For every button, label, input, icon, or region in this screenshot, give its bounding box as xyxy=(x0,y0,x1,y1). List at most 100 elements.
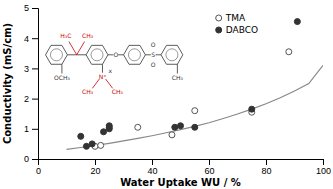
bond xyxy=(92,79,99,88)
x-tick-mark xyxy=(209,159,210,165)
legend: TMA DABCO xyxy=(216,13,258,35)
y-tick: 3 xyxy=(24,64,38,74)
point xyxy=(249,106,255,112)
y-axis-line xyxy=(32,9,39,160)
point xyxy=(172,124,178,130)
ring xyxy=(124,45,146,64)
x-tick-label: 60 xyxy=(204,166,214,176)
y-tick-label: 0 xyxy=(24,154,29,164)
legend-item: TMA xyxy=(216,13,246,23)
ring-inner xyxy=(166,49,178,61)
bond xyxy=(67,54,76,55)
data xyxy=(67,19,324,150)
y-tick-mark xyxy=(32,159,38,160)
plot: 0 20 40 60 80 100 0 1 2 3 4 5 Water Uptake WU / % Con… xyxy=(2,3,331,188)
point xyxy=(169,132,175,138)
x-tick: 100 xyxy=(316,159,331,176)
x-tick: 80 xyxy=(261,159,271,176)
structure: OCH₃H₃CCH₃ON⁺CH₃CH₃xSOOCH₃ xyxy=(46,32,184,95)
y-tick-mark xyxy=(32,38,38,39)
ring-inner xyxy=(91,49,103,61)
structure-label: O xyxy=(113,51,118,58)
point xyxy=(106,123,112,129)
x-tick-mark xyxy=(266,159,267,165)
x-tick-label: 80 xyxy=(261,166,271,176)
point xyxy=(178,123,184,129)
ring xyxy=(86,45,108,64)
bond xyxy=(156,54,161,55)
y-axis-title: Conductivity (mS/cm) xyxy=(2,23,13,144)
point xyxy=(78,133,84,139)
ring-inner xyxy=(128,49,140,61)
structure-label: S xyxy=(151,51,155,58)
x-tick-label: 0 xyxy=(36,166,41,176)
structure-label: N⁺ xyxy=(99,73,107,80)
bond xyxy=(145,54,150,55)
y-tick: 1 xyxy=(24,124,38,134)
bond xyxy=(177,64,178,73)
point xyxy=(286,49,292,55)
point xyxy=(192,124,198,130)
bond xyxy=(77,54,86,55)
point xyxy=(89,141,95,147)
x-tick: 40 xyxy=(147,159,157,176)
point xyxy=(135,124,141,130)
ring xyxy=(161,45,183,64)
bond xyxy=(77,42,85,55)
x-axis-title: Water Uptake WU / % xyxy=(120,177,241,188)
x-tick-label: 20 xyxy=(90,166,100,176)
structure-label: x xyxy=(109,67,113,74)
bond xyxy=(61,64,62,73)
x-tick-mark xyxy=(152,159,153,165)
y-tick: 5 xyxy=(24,3,38,13)
structure-label: O xyxy=(151,61,156,68)
legend-label: DABCO xyxy=(226,25,258,35)
point xyxy=(192,108,198,114)
x-tick-mark xyxy=(95,159,96,165)
point xyxy=(83,143,89,149)
chart: 0 20 40 60 80 100 0 1 2 3 4 5 Water Uptake WU / % Con… xyxy=(0,0,333,189)
bond xyxy=(102,64,103,72)
x-tick-mark xyxy=(323,159,324,165)
y-tick-mark xyxy=(32,99,38,100)
structure-label: OCH₃ xyxy=(54,74,70,81)
bond xyxy=(106,79,113,88)
structure-label: CH₃ xyxy=(82,32,94,39)
x-axis-line xyxy=(39,160,324,166)
legend-item: DABCO xyxy=(216,25,258,35)
structure-label: H₃C xyxy=(60,32,71,39)
y-tick-label: 3 xyxy=(24,64,29,74)
x-tick: 60 xyxy=(204,159,214,176)
y-axis: 0 1 2 3 4 5 xyxy=(24,3,39,164)
legend-label: TMA xyxy=(225,13,246,23)
structure-label: O xyxy=(151,41,156,48)
curve xyxy=(67,65,324,149)
x-tick-label: 100 xyxy=(316,166,331,176)
point xyxy=(294,19,300,25)
structure-label: CH₃ xyxy=(172,74,184,81)
y-tick-mark xyxy=(32,68,38,69)
x-axis: 0 20 40 60 80 100 xyxy=(36,159,331,176)
y-tick-label: 5 xyxy=(24,3,29,13)
x-tick-label: 40 xyxy=(147,166,157,176)
legend-swatch xyxy=(216,15,222,21)
x-tick: 20 xyxy=(90,159,100,176)
y-tick-mark xyxy=(32,129,38,130)
point xyxy=(101,129,107,135)
y-tick-label: 1 xyxy=(24,124,29,134)
y-tick: 2 xyxy=(24,94,38,104)
y-tick: 4 xyxy=(24,34,38,44)
ring xyxy=(46,45,68,64)
bond xyxy=(118,54,123,55)
y-tick-mark xyxy=(32,8,38,9)
y-tick: 0 xyxy=(24,154,38,164)
bond xyxy=(69,42,77,55)
y-tick-label: 4 xyxy=(24,34,29,44)
ring-inner xyxy=(50,49,62,61)
point xyxy=(98,142,104,148)
y-tick-label: 2 xyxy=(24,94,29,104)
structure-label: CH₃ xyxy=(82,88,94,95)
structure-label: CH₃ xyxy=(112,88,124,95)
x-tick: 0 xyxy=(36,159,41,176)
legend-swatch xyxy=(216,27,222,33)
